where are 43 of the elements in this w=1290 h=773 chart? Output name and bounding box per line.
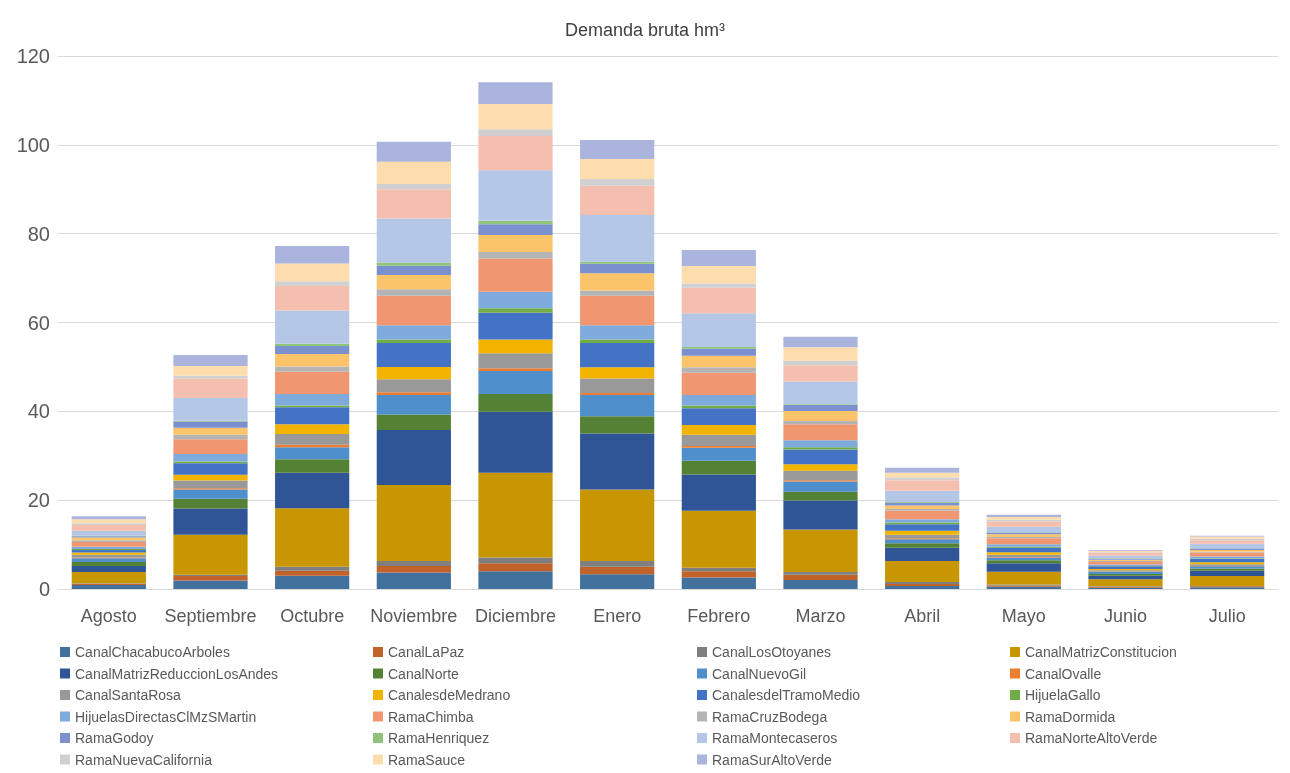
legend-label: RamaChimba — [388, 708, 474, 725]
legend-label: RamaNorteAltoVerde — [1025, 730, 1158, 746]
legend-label: RamaMontecaseros — [712, 730, 838, 746]
y-tick-label: 0 — [38, 578, 50, 600]
x-tick-label: Julio — [1208, 606, 1246, 626]
x-tick-label: Octubre — [280, 606, 345, 626]
legend-label: RamaHenriquez — [388, 730, 490, 746]
legend-label: HijuelaGallo — [1025, 687, 1101, 703]
y-tick-label: 40 — [27, 400, 50, 423]
legend-label: CanalChacabucoArboles — [75, 644, 230, 660]
y-tick-label: 20 — [27, 489, 50, 512]
x-tick-label: Mayo — [1001, 606, 1046, 626]
legend-label: CanalesdelTramoMedio — [712, 687, 861, 703]
legend-label: RamaDormida — [1025, 708, 1116, 725]
legend-label: RamaSurAltoVerde — [712, 751, 833, 768]
chart-title: Demanda bruta hm³ — [564, 20, 726, 40]
legend-label: RamaNuevaCalifornia — [75, 751, 213, 768]
x-tick-label: Septiembre — [164, 606, 257, 626]
legend-label: RamaGodoy — [75, 730, 154, 746]
y-tick-label: 60 — [27, 311, 50, 334]
x-tick-label: Junio — [1103, 606, 1148, 626]
legend-label: CanalNuevoGil — [712, 665, 807, 682]
x-tick-label: Diciembre — [474, 606, 557, 626]
y-tick-label: 100 — [16, 133, 50, 156]
legend-label: CanalMatrizReduccionLosAndes — [75, 665, 279, 682]
x-tick-label: Noviembre — [370, 606, 458, 626]
legend-label: HijuelasDirectasClMzSMartin — [75, 708, 257, 725]
y-tick-label: 120 — [16, 45, 50, 67]
legend-label: CanalesdeMedrano — [388, 687, 511, 703]
legend-label: CanalOvalle — [1025, 665, 1102, 682]
y-tick-label: 80 — [27, 222, 50, 245]
x-tick-label: Agosto — [80, 606, 137, 626]
legend-label: CanalLaPaz — [388, 644, 465, 660]
legend-label: CanalSantaRosa — [75, 687, 182, 703]
legend-label: CanalLosOtoyanes — [712, 644, 832, 660]
legend-label: RamaSauce — [388, 751, 466, 768]
x-tick-label: Abril — [904, 606, 941, 626]
legend-label: CanalNorte — [388, 665, 460, 682]
x-tick-label: Febrero — [687, 606, 751, 626]
x-tick-label: Marzo — [795, 606, 846, 626]
x-tick-label: Enero — [593, 606, 642, 626]
legend-label: CanalMatrizConstitucion — [1025, 644, 1177, 660]
legend-label: RamaCruzBodega — [712, 708, 828, 725]
